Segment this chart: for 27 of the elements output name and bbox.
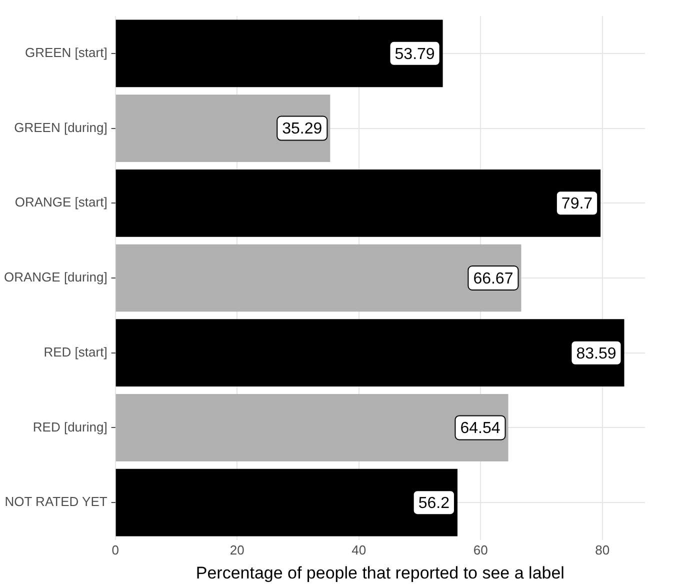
y-tick-label: GREEN [during] — [14, 120, 108, 135]
data-label: 64.54 — [460, 420, 500, 438]
bar — [116, 244, 522, 312]
y-tick-label: NOT RATED YET — [4, 494, 108, 510]
x-tick-label: 0 — [112, 542, 119, 558]
x-tick-label: 60 — [473, 542, 488, 558]
data-label: 56.2 — [418, 494, 450, 512]
y-tick-label: GREEN [start] — [24, 45, 108, 60]
bar — [116, 94, 330, 162]
data-label: 83.59 — [576, 345, 616, 362]
x-tick-label: 40 — [352, 542, 366, 558]
data-label: 53.79 — [394, 46, 435, 63]
x-tick-label: 80 — [595, 542, 610, 558]
y-tick-label: RED [start] — [44, 344, 108, 360]
data-label: 79.7 — [561, 196, 593, 213]
bar — [116, 468, 458, 536]
bar — [116, 394, 508, 462]
data-label: 66.67 — [473, 270, 514, 288]
bar — [116, 169, 601, 237]
bar — [116, 319, 624, 387]
y-tick-label: ORANGE [during] — [4, 270, 108, 285]
bar — [116, 20, 443, 88]
data-label: 35.29 — [282, 120, 322, 138]
x-tick-label: 20 — [230, 542, 244, 558]
y-tick-label: ORANGE [start] — [14, 194, 108, 210]
x-axis-title: Percentage of people that reported to see a label — [196, 563, 564, 582]
y-tick-label: RED [during] — [32, 419, 108, 434]
